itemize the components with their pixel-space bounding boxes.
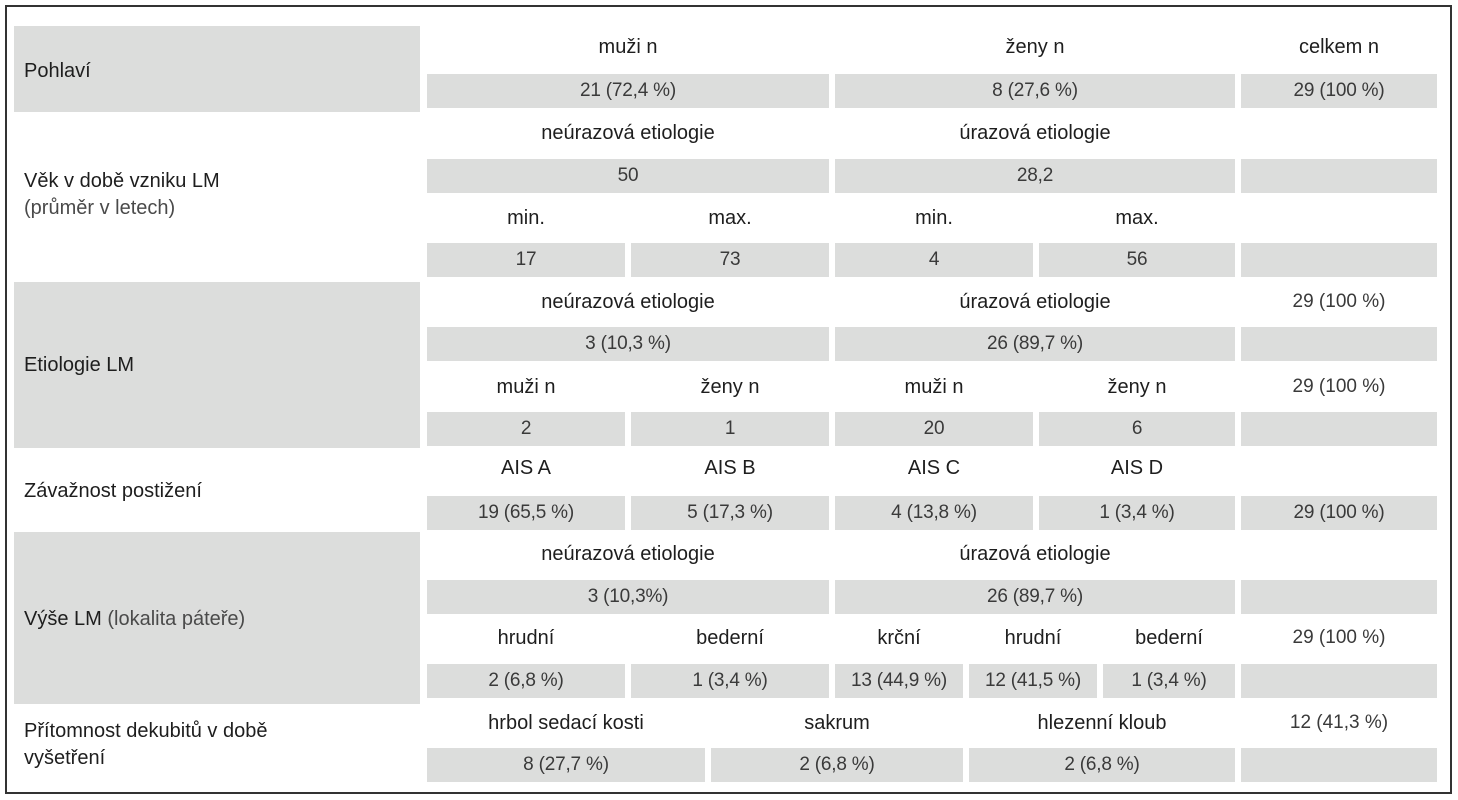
pohlavi-value-muzi: 21 (72,4 %) <box>427 74 829 108</box>
etiologie-value-neurazova: 3 (10,3 %) <box>427 327 829 361</box>
dekubity-value-hrbol: 8 (27,7 %) <box>427 748 705 782</box>
zavaznost-header-ais-b: AIS B <box>704 456 756 479</box>
label-bg-pohlavi <box>14 26 420 112</box>
vek-subvalue-max-2: 56 <box>1039 243 1235 277</box>
dekubity-value-sakrum: 2 (6,8 %) <box>711 748 963 782</box>
row-label-zavaznost: Závažnost postižení <box>24 480 202 502</box>
vek-subheader-max-1: max. <box>708 206 752 229</box>
vyse-subheader-bederni-1: bederní <box>696 626 764 649</box>
pohlavi-value-celkem: 29 (100 %) <box>1241 74 1437 108</box>
table-frame <box>5 5 1452 794</box>
etiologie-subheader-zeny-1: ženy n <box>700 375 760 398</box>
label-bg-etiologie <box>14 282 420 448</box>
etiologie-header-neurazova: neúrazová etiologie <box>541 290 715 313</box>
dekubity-total: 12 (41,3 %) <box>1289 712 1389 733</box>
zavaznost-value-ais-d: 1 (3,4 %) <box>1039 496 1235 530</box>
vek-subvalue-empty <box>1241 243 1437 277</box>
zavaznost-value-ais-a: 19 (65,5 %) <box>427 496 625 530</box>
row-label-vek-main: Věk v době vzniku LM <box>24 170 220 192</box>
row-label-vyse-sub: (lokalita páteře) <box>107 608 246 630</box>
vyse-subvalue-bederni-2: 1 (3,4 %) <box>1103 664 1235 698</box>
pohlavi-header-muzi: muži n <box>598 35 658 58</box>
vek-value-neurazova: 50 <box>427 159 829 193</box>
row-label-dekubity-line1: Přítomnost dekubitů v době <box>24 720 268 742</box>
vek-subvalue-max-1: 73 <box>631 243 829 277</box>
row-label-etiologie: Etiologie LM <box>24 354 135 376</box>
etiologie-subvalue-empty <box>1241 412 1437 446</box>
vek-subvalue-min-1: 17 <box>427 243 625 277</box>
vyse-subvalue-hrudni-2: 12 (41,5 %) <box>969 664 1097 698</box>
pohlavi-header-zeny: ženy n <box>1005 35 1065 58</box>
etiologie-total-2: 29 (100 %) <box>1292 376 1386 397</box>
etiologie-subheader-zeny-2: ženy n <box>1107 375 1167 398</box>
zavaznost-value-ais-c: 4 (13,8 %) <box>835 496 1033 530</box>
vyse-value-neurazova: 3 (10,3%) <box>427 580 829 614</box>
vyse-value-urazova: 26 (89,7 %) <box>835 580 1235 614</box>
dekubity-value-hlezenni: 2 (6,8 %) <box>969 748 1235 782</box>
etiologie-value-empty <box>1241 327 1437 361</box>
row-label-pohlavi: Pohlaví <box>24 60 91 82</box>
row-label-vek-sub: (průměr v letech) <box>24 197 176 219</box>
vyse-subheader-hrudni-2: hrudní <box>1004 626 1062 649</box>
zavaznost-value-ais-b: 5 (17,3 %) <box>631 496 829 530</box>
etiologie-subvalue-zeny-1: 1 <box>631 412 829 446</box>
etiologie-subvalue-zeny-2: 6 <box>1039 412 1235 446</box>
vyse-subheader-bederni-2: bederní <box>1135 626 1203 649</box>
vyse-subvalue-bederni-1: 1 (3,4 %) <box>631 664 829 698</box>
vek-subheader-max-2: max. <box>1115 206 1159 229</box>
vek-header-urazova: úrazová etiologie <box>959 121 1111 144</box>
zavaznost-header-ais-a: AIS A <box>500 456 552 479</box>
zavaznost-value-total: 29 (100 %) <box>1241 496 1437 530</box>
row-label-vyse: Výše LM (lokalita páteře) <box>24 606 245 633</box>
etiologie-value-urazova: 26 (89,7 %) <box>835 327 1235 361</box>
etiologie-subheader-muzi-2: muži n <box>904 375 964 398</box>
pohlavi-value-zeny: 8 (27,6 %) <box>835 74 1235 108</box>
dekubity-header-hlezenni: hlezenní kloub <box>1037 711 1167 734</box>
vyse-total: 29 (100 %) <box>1292 627 1386 648</box>
row-label-dekubity-line2: vyšetření <box>24 747 106 769</box>
vek-value-empty <box>1241 159 1437 193</box>
row-label-vek: Věk v době vzniku LM (průměr v letech) <box>24 168 220 222</box>
vek-subheader-min-2: min. <box>915 206 953 229</box>
zavaznost-header-ais-c: AIS C <box>907 456 961 479</box>
vyse-subheader-krcni: krční <box>877 626 921 649</box>
etiologie-subvalue-muzi-2: 20 <box>835 412 1033 446</box>
vek-header-neurazova: neúrazová etiologie <box>541 121 715 144</box>
label-bg-vyse <box>14 532 420 704</box>
row-label-vyse-main: Výše LM <box>24 608 102 630</box>
dekubity-value-empty <box>1241 748 1437 782</box>
dekubity-header-sakrum: sakrum <box>804 711 870 734</box>
zavaznost-header-ais-d: AIS D <box>1110 456 1164 479</box>
vyse-subvalue-krcni: 13 (44,9 %) <box>835 664 963 698</box>
vek-value-urazova: 28,2 <box>835 159 1235 193</box>
vek-subheader-min-1: min. <box>507 206 545 229</box>
dekubity-header-hrbol: hrbol sedací kosti <box>488 711 644 734</box>
vyse-value-empty <box>1241 580 1437 614</box>
vyse-subvalue-hrudni-1: 2 (6,8 %) <box>427 664 625 698</box>
vek-subvalue-min-2: 4 <box>835 243 1033 277</box>
vyse-subvalue-empty <box>1241 664 1437 698</box>
row-label-dekubity: Přítomnost dekubitů v době vyšetření <box>24 718 267 772</box>
vyse-header-neurazova: neúrazová etiologie <box>541 542 715 565</box>
pohlavi-header-celkem: celkem n <box>1298 35 1380 58</box>
etiologie-subheader-muzi-1: muži n <box>496 375 556 398</box>
vyse-header-urazova: úrazová etiologie <box>959 542 1111 565</box>
etiologie-total-1: 29 (100 %) <box>1292 291 1386 312</box>
vyse-subheader-hrudni-1: hrudní <box>497 626 555 649</box>
etiologie-subvalue-muzi-1: 2 <box>427 412 625 446</box>
etiologie-header-urazova: úrazová etiologie <box>959 290 1111 313</box>
